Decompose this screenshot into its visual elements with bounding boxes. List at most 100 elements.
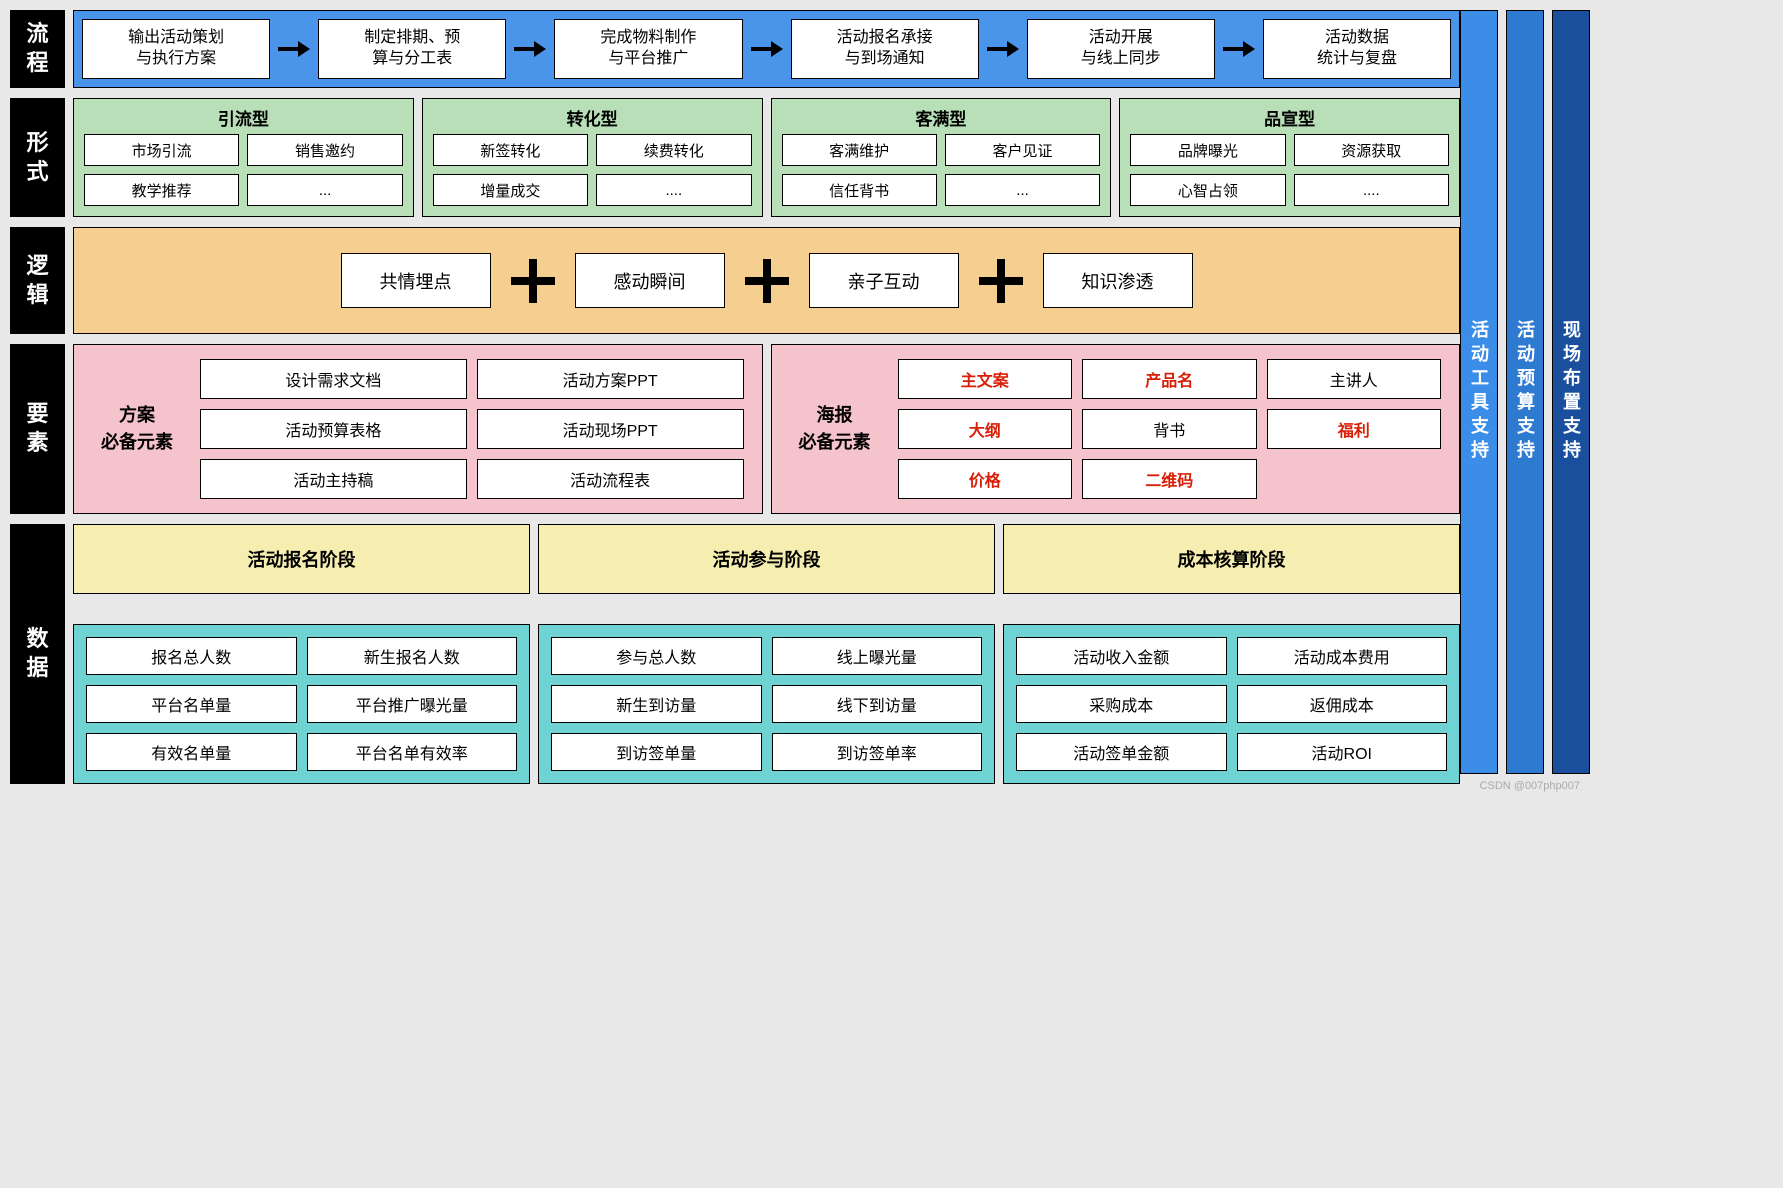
data-metric: 活动成本费用 xyxy=(1237,637,1448,675)
data-phase: 活动参与阶段 xyxy=(538,524,995,594)
forms-panel-title: 引流型 xyxy=(84,105,403,130)
logic-item: 共情埋点 xyxy=(341,253,491,308)
row-label-logic-text: 逻辑 xyxy=(26,252,48,309)
forms-item: 客户见证 xyxy=(945,134,1100,166)
data-panel: 报名总人数新生报名人数平台名单量平台推广曝光量有效名单量平台名单有效率 xyxy=(73,624,530,784)
forms-panel: 客满型客满维护客户见证信任背书... xyxy=(771,98,1112,217)
row-label-data: 数据 xyxy=(10,524,65,784)
forms-item: .... xyxy=(596,174,751,206)
data-metric: 参与总人数 xyxy=(551,637,762,675)
row-label-elem: 要素 xyxy=(10,344,65,514)
forms-item: 品牌曝光 xyxy=(1130,134,1285,166)
data-metric: 活动ROI xyxy=(1237,733,1448,771)
forms-item: ... xyxy=(247,174,402,206)
flow-arrow-icon xyxy=(514,41,546,57)
forms-item: 客满维护 xyxy=(782,134,937,166)
data-metric: 返佣成本 xyxy=(1237,685,1448,723)
elements-item: 活动主持稿 xyxy=(200,459,467,499)
forms-panel: 品宣型品牌曝光资源获取心智占领.... xyxy=(1119,98,1460,217)
elements-item: 价格 xyxy=(898,459,1073,499)
logic-item: 亲子互动 xyxy=(809,253,959,308)
forms-item: 心智占领 xyxy=(1130,174,1285,206)
elements-panel: 海报必备元素主文案产品名主讲人大纲背书福利价格二维码 xyxy=(771,344,1461,514)
elements-item: 二维码 xyxy=(1082,459,1257,499)
logic-item: 感动瞬间 xyxy=(575,253,725,308)
data-metric: 采购成本 xyxy=(1016,685,1227,723)
data-metric: 活动签单金额 xyxy=(1016,733,1227,771)
row-label-flow: 流程 xyxy=(10,10,65,88)
elements-item: 活动现场PPT xyxy=(477,409,744,449)
row-logic: 逻辑 共情埋点 感动瞬间 亲子互动 知识渗透 xyxy=(10,227,1460,334)
data-metric: 报名总人数 xyxy=(86,637,297,675)
row-label-elem-text: 要素 xyxy=(26,400,48,457)
plus-icon xyxy=(745,259,789,303)
forms-panel: 引流型市场引流销售邀约教学推荐... xyxy=(73,98,414,217)
elements-item: 设计需求文档 xyxy=(200,359,467,399)
row-label-logic: 逻辑 xyxy=(10,227,65,334)
data-metric: 线上曝光量 xyxy=(772,637,983,675)
support-pillar: 现场布置支持 xyxy=(1552,10,1590,774)
elements-item: 活动流程表 xyxy=(477,459,744,499)
forms-panel: 转化型新签转化续费转化增量成交.... xyxy=(422,98,763,217)
flow-step: 活动开展与线上同步 xyxy=(1027,19,1215,79)
forms-item: 教学推荐 xyxy=(84,174,239,206)
data-metric: 线下到访量 xyxy=(772,685,983,723)
flow-arrow-icon xyxy=(278,41,310,57)
plus-icon xyxy=(511,259,555,303)
elements-item: 活动方案PPT xyxy=(477,359,744,399)
elements-item: 主文案 xyxy=(898,359,1073,399)
row-data: 数据 活动报名阶段活动参与阶段成本核算阶段 报名总人数新生报名人数平台名单量平台… xyxy=(10,524,1460,784)
forms-item: 销售邀约 xyxy=(247,134,402,166)
row-label-forms-text: 形式 xyxy=(26,129,48,186)
flow-step: 活动报名承接与到场通知 xyxy=(791,19,979,79)
flow-step: 完成物料制作与平台推广 xyxy=(554,19,742,79)
data-metric: 到访签单量 xyxy=(551,733,762,771)
elements-item: 主讲人 xyxy=(1267,359,1442,399)
logic-item: 知识渗透 xyxy=(1043,253,1193,308)
forms-item: 市场引流 xyxy=(84,134,239,166)
forms-panel-title: 客满型 xyxy=(782,105,1101,130)
watermark: CSDN @007php007 xyxy=(1480,780,1580,792)
forms-item: 信任背书 xyxy=(782,174,937,206)
support-pillar: 活动工具支持 xyxy=(1460,10,1498,774)
flow-arrow-icon xyxy=(751,41,783,57)
elements-item: 福利 xyxy=(1267,409,1442,449)
support-pillar: 活动预算支持 xyxy=(1506,10,1544,774)
data-phase: 成本核算阶段 xyxy=(1003,524,1460,594)
flow-step: 制定排期、预算与分工表 xyxy=(318,19,506,79)
elements-item: 产品名 xyxy=(1082,359,1257,399)
data-metric: 有效名单量 xyxy=(86,733,297,771)
elements-item: 大纲 xyxy=(898,409,1073,449)
forms-item: 续费转化 xyxy=(596,134,751,166)
plus-icon xyxy=(979,259,1023,303)
flow-arrow-icon xyxy=(987,41,1019,57)
data-metric: 到访签单率 xyxy=(772,733,983,771)
row-flow: 流程 输出活动策划与执行方案制定排期、预算与分工表完成物料制作与平台推广活动报名… xyxy=(10,10,1460,88)
row-label-data-text: 数据 xyxy=(26,625,48,682)
data-metric: 活动收入金额 xyxy=(1016,637,1227,675)
flow-panel: 输出活动策划与执行方案制定排期、预算与分工表完成物料制作与平台推广活动报名承接与… xyxy=(73,10,1460,88)
data-metric: 新生报名人数 xyxy=(307,637,518,675)
data-phase: 活动报名阶段 xyxy=(73,524,530,594)
elements-panel-label: 海报必备元素 xyxy=(790,402,880,456)
elements-panel: 方案必备元素设计需求文档活动方案PPT活动预算表格活动现场PPT活动主持稿活动流… xyxy=(73,344,763,514)
forms-item: 增量成交 xyxy=(433,174,588,206)
row-label-forms: 形式 xyxy=(10,98,65,217)
data-metric: 新生到访量 xyxy=(551,685,762,723)
data-panel: 参与总人数线上曝光量新生到访量线下到访量到访签单量到访签单率 xyxy=(538,624,995,784)
forms-panel-title: 转化型 xyxy=(433,105,752,130)
flow-step: 活动数据统计与复盘 xyxy=(1263,19,1451,79)
forms-item: .... xyxy=(1294,174,1449,206)
data-metric: 平台名单有效率 xyxy=(307,733,518,771)
elements-panel-label: 方案必备元素 xyxy=(92,402,182,456)
row-forms: 形式 引流型市场引流销售邀约教学推荐...转化型新签转化续费转化增量成交....… xyxy=(10,98,1460,217)
row-label-flow-text: 流程 xyxy=(26,20,48,77)
forms-item: ... xyxy=(945,174,1100,206)
logic-panel: 共情埋点 感动瞬间 亲子互动 知识渗透 xyxy=(73,227,1460,334)
data-metric: 平台推广曝光量 xyxy=(307,685,518,723)
forms-panel-title: 品宣型 xyxy=(1130,105,1449,130)
data-metric: 平台名单量 xyxy=(86,685,297,723)
elements-item: 背书 xyxy=(1082,409,1257,449)
forms-item: 新签转化 xyxy=(433,134,588,166)
row-elements: 要素 方案必备元素设计需求文档活动方案PPT活动预算表格活动现场PPT活动主持稿… xyxy=(10,344,1460,514)
